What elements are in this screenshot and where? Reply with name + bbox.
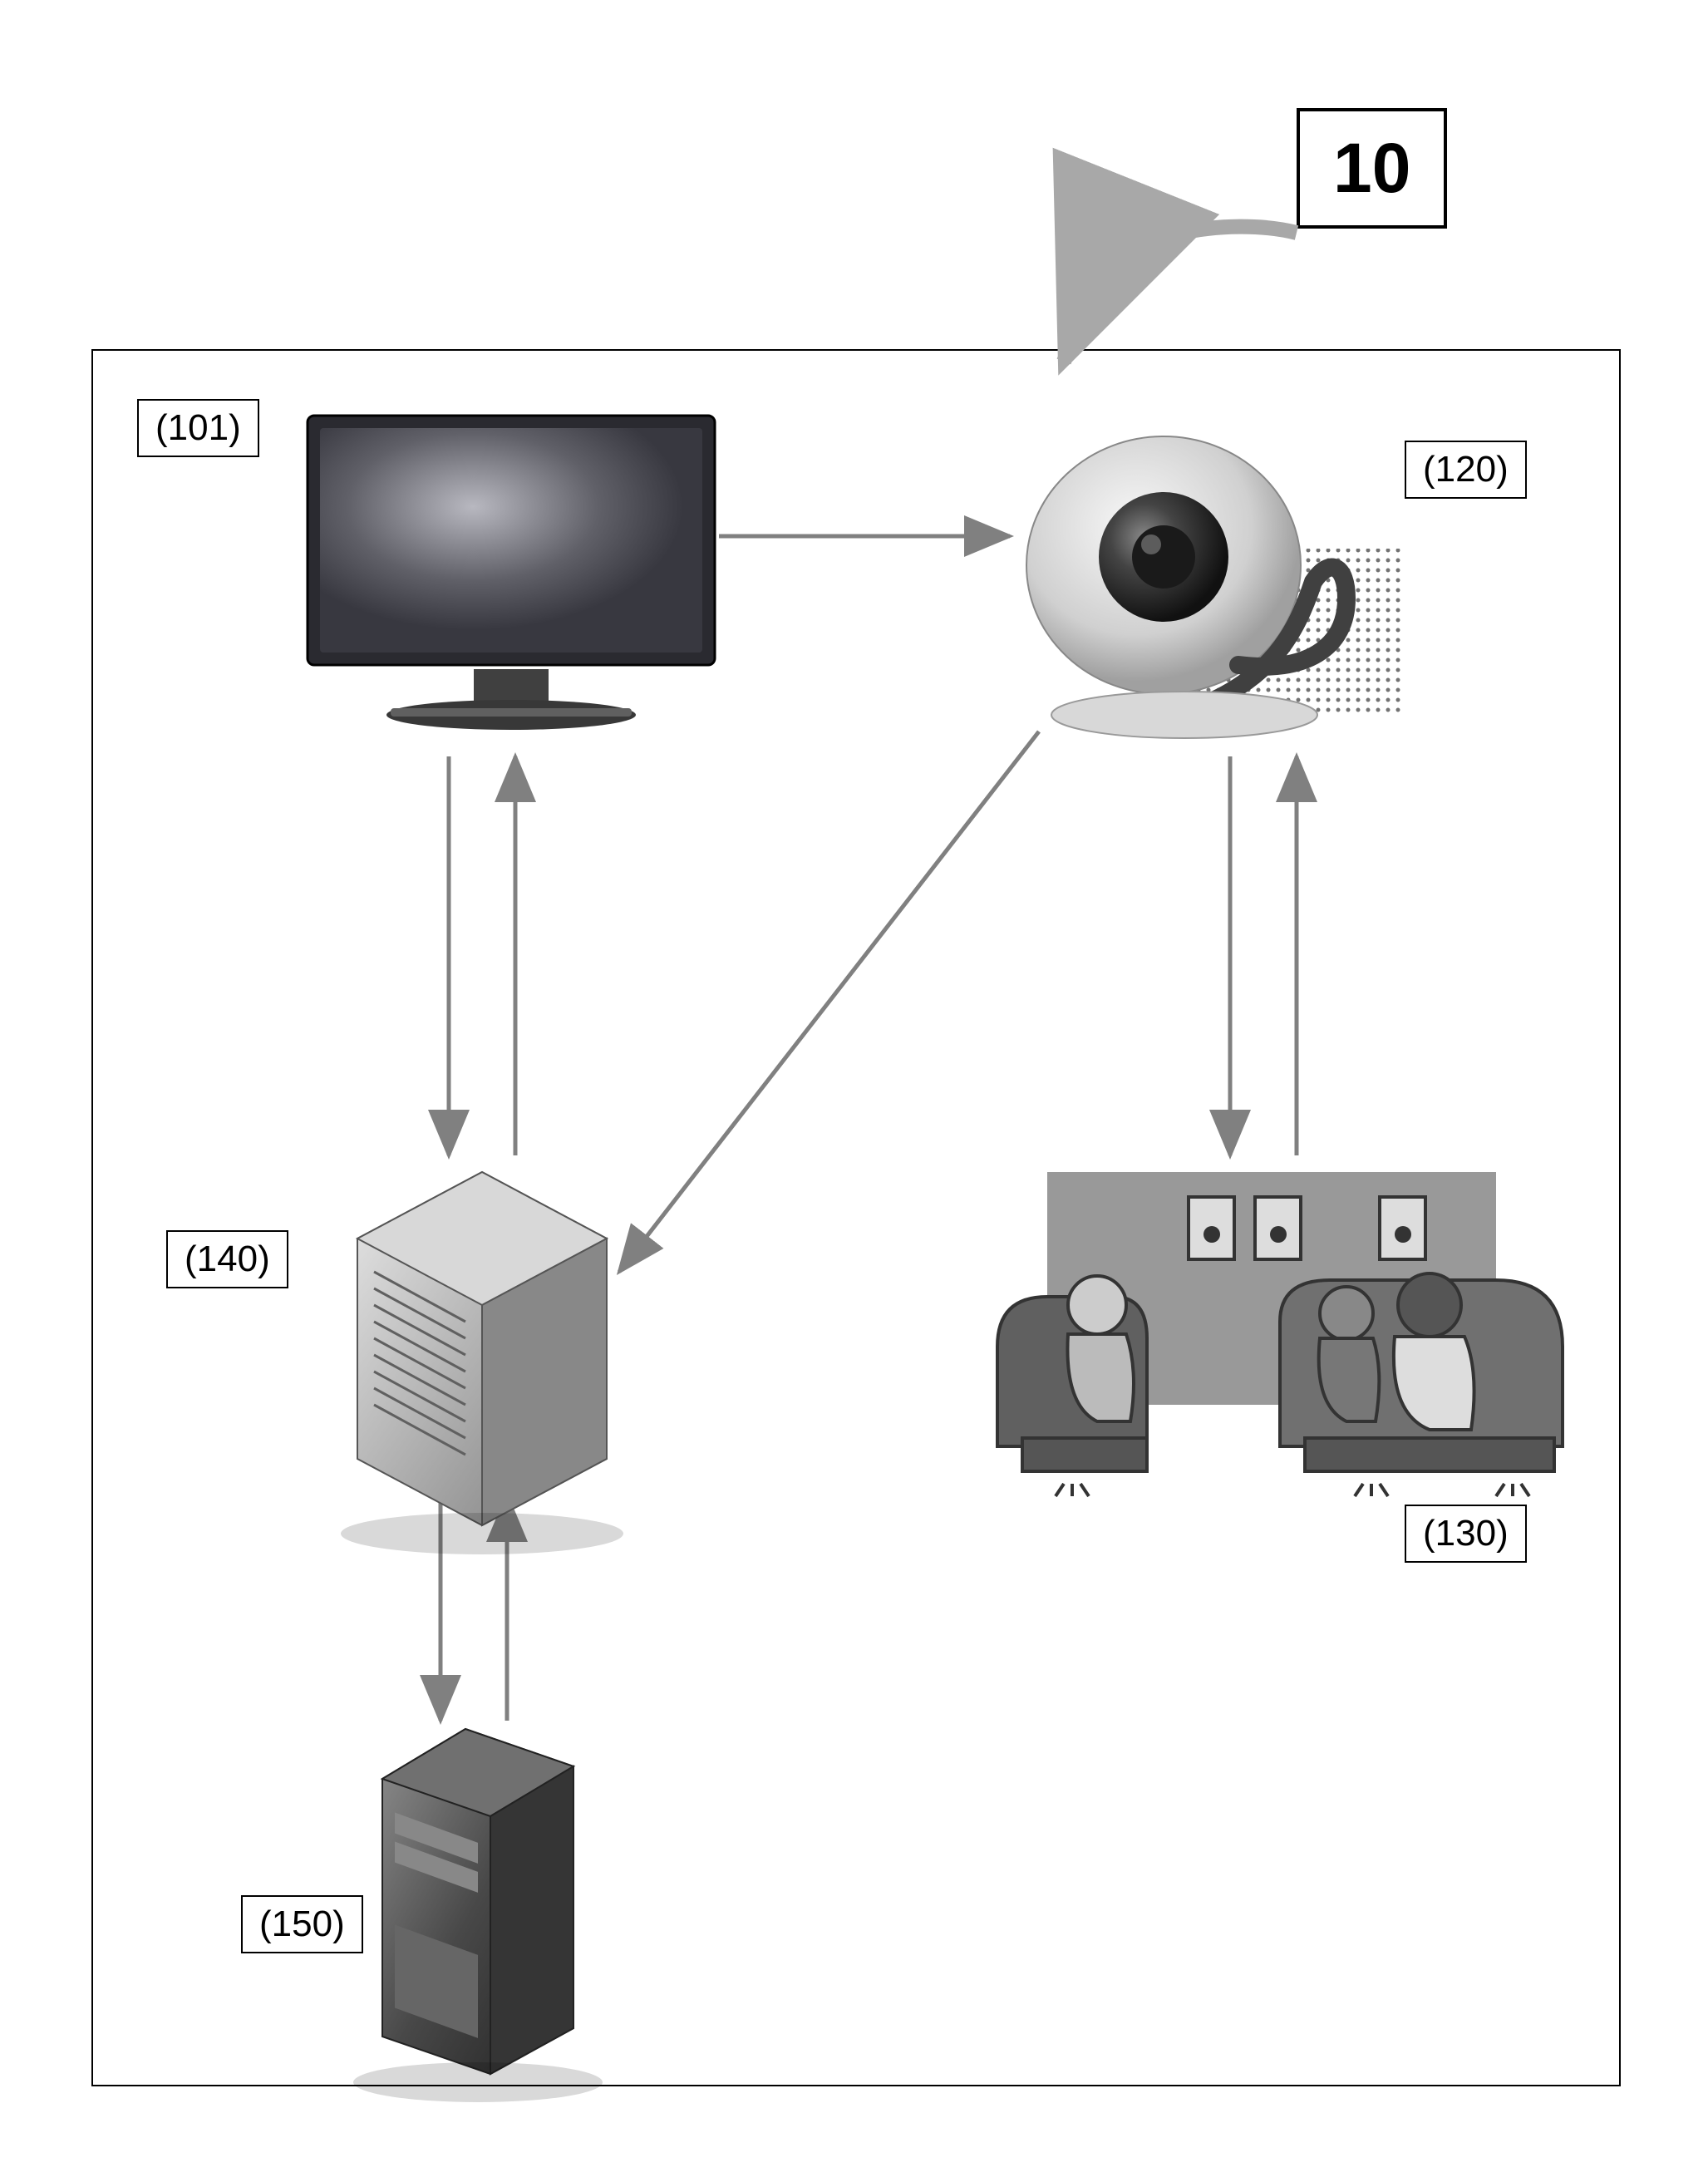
- label-140: (140): [166, 1230, 288, 1288]
- server-icon: [341, 1172, 623, 1554]
- diagram-canvas: 10: [0, 0, 1708, 2177]
- label-120-text: (120): [1423, 449, 1509, 490]
- label-101-text: (101): [155, 407, 241, 448]
- label-120: (120): [1405, 441, 1527, 499]
- people-icon: [997, 1172, 1563, 1496]
- monitor-icon: [308, 416, 715, 730]
- label-101: (101): [137, 399, 259, 457]
- edge-120-140: [619, 731, 1039, 1272]
- label-150-text: (150): [259, 1904, 345, 1944]
- diagram-svg: [0, 0, 1708, 2177]
- label-130: (130): [1405, 1505, 1527, 1563]
- tower-icon: [353, 1729, 603, 2102]
- webcam-icon: [1026, 436, 1405, 738]
- pointer-arrow: [1064, 227, 1297, 362]
- label-150: (150): [241, 1895, 363, 1953]
- label-130-text: (130): [1423, 1513, 1509, 1554]
- label-140-text: (140): [185, 1239, 270, 1279]
